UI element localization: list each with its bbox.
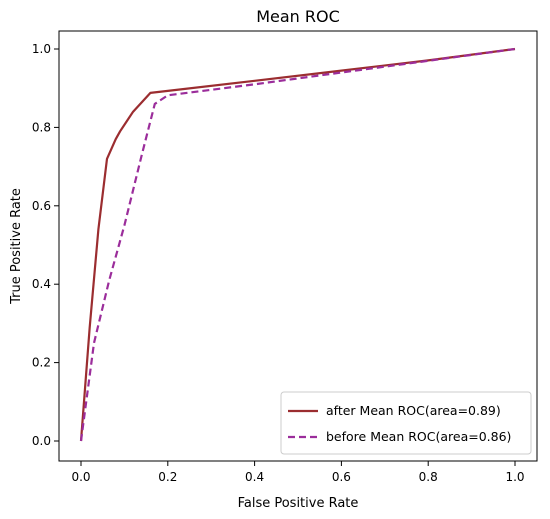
series-line-after: [79, 47, 516, 442]
legend-box: [280, 391, 532, 455]
x-axis-ticks: 0.0 0.2 0.4 0.6 0.8 1.0: [71, 461, 525, 484]
y-tick-label: 0.8: [32, 120, 51, 134]
x-axis-label: False Positive Rate: [238, 496, 359, 511]
x-tick-label: 0.4: [245, 470, 264, 484]
y-tick-label: 0.4: [32, 277, 51, 291]
y-tick-label: 0.0: [32, 434, 51, 448]
x-tick-label: 0.0: [71, 470, 90, 484]
y-axis-label: True Positive Rate: [9, 188, 24, 305]
x-tick-label: 1.0: [505, 470, 524, 484]
y-axis-ticks: 0.0 0.2 0.4 0.6 0.8 1.0: [32, 42, 59, 448]
plot-area: [58, 30, 538, 462]
x-tick-label: 0.6: [332, 470, 351, 484]
y-tick-label: 0.6: [32, 199, 51, 213]
series-line-before: [79, 47, 516, 442]
legend-label-before: before Mean ROC(area=0.86): [326, 429, 511, 444]
series-lines: [79, 47, 516, 442]
legend: after Mean ROC(area=0.89) before Mean RO…: [280, 391, 532, 455]
x-tick-label: 0.2: [158, 470, 177, 484]
chart-title: Mean ROC: [256, 7, 340, 26]
legend-label-after: after Mean ROC(area=0.89): [326, 403, 501, 418]
y-tick-label: 0.2: [32, 356, 51, 370]
x-tick-label: 0.8: [419, 470, 438, 484]
y-tick-label: 1.0: [32, 42, 51, 56]
